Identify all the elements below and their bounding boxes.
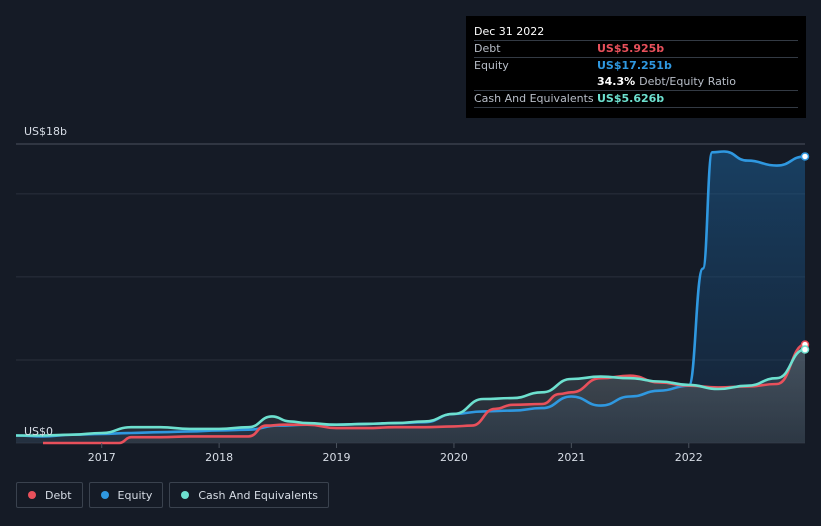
legend: Debt Equity Cash And Equivalents	[16, 482, 329, 510]
legend-item-debt[interactable]: Debt	[16, 482, 83, 508]
equity-dot-icon	[100, 491, 109, 499]
tooltip-date: Dec 31 2022	[474, 25, 545, 38]
cash-end-point[interactable]	[800, 345, 810, 354]
end-markers	[800, 152, 810, 354]
tooltip-debt-value: US$5.925b	[597, 42, 665, 55]
tooltip-equity-label: Equity	[474, 59, 509, 72]
legend-equity-label: Equity	[117, 488, 153, 502]
tooltip-ratio-value: 34.3%	[597, 75, 636, 88]
x-axis-ticks: 2017 2018 2019 2020 2021 2022	[88, 443, 703, 464]
series-areas	[16, 151, 805, 443]
tooltip-row-ratio: 34.3% Debt/Equity Ratio	[474, 74, 798, 90]
tooltip-debt-label: Debt	[474, 42, 501, 55]
debt-dot-icon	[28, 491, 36, 499]
tooltip-row-cash: Cash And Equivalents US$5.626b	[474, 90, 798, 107]
legend-cash-label: Cash And Equivalents	[198, 488, 318, 502]
x-tick-label: 2021	[557, 451, 585, 464]
tooltip-row-debt: Debt US$5.925b	[474, 40, 798, 57]
tooltip-equity-value: US$17.251b	[597, 59, 672, 72]
series-lines	[15, 150, 806, 445]
x-tick-label: 2017	[88, 451, 116, 464]
tooltip-cash-value: US$5.626b	[597, 92, 665, 105]
y-axis-min-label: US$0	[24, 425, 53, 438]
y-axis-max-label: US$18b	[24, 125, 67, 138]
x-tick-label: 2020	[440, 451, 468, 464]
tooltip: Dec 31 2022 Debt US$5.925b Equity US$17.…	[466, 16, 806, 118]
tooltip-cash-label: Cash And Equivalents	[474, 92, 594, 105]
cash-dot-icon	[181, 491, 190, 499]
x-tick-label: 2018	[205, 451, 233, 464]
x-tick-label: 2022	[675, 451, 703, 464]
cash-line	[15, 348, 806, 437]
tooltip-row-equity: Equity US$17.251b	[474, 57, 798, 74]
legend-item-cash[interactable]: Cash And Equivalents	[169, 482, 329, 508]
x-tick-label: 2019	[323, 451, 351, 464]
equity-end-point[interactable]	[800, 152, 810, 161]
legend-item-equity[interactable]: Equity	[88, 482, 164, 508]
legend-debt-label: Debt	[45, 488, 72, 502]
tooltip-ratio-label: Debt/Equity Ratio	[639, 75, 736, 88]
debt-area	[43, 344, 805, 443]
